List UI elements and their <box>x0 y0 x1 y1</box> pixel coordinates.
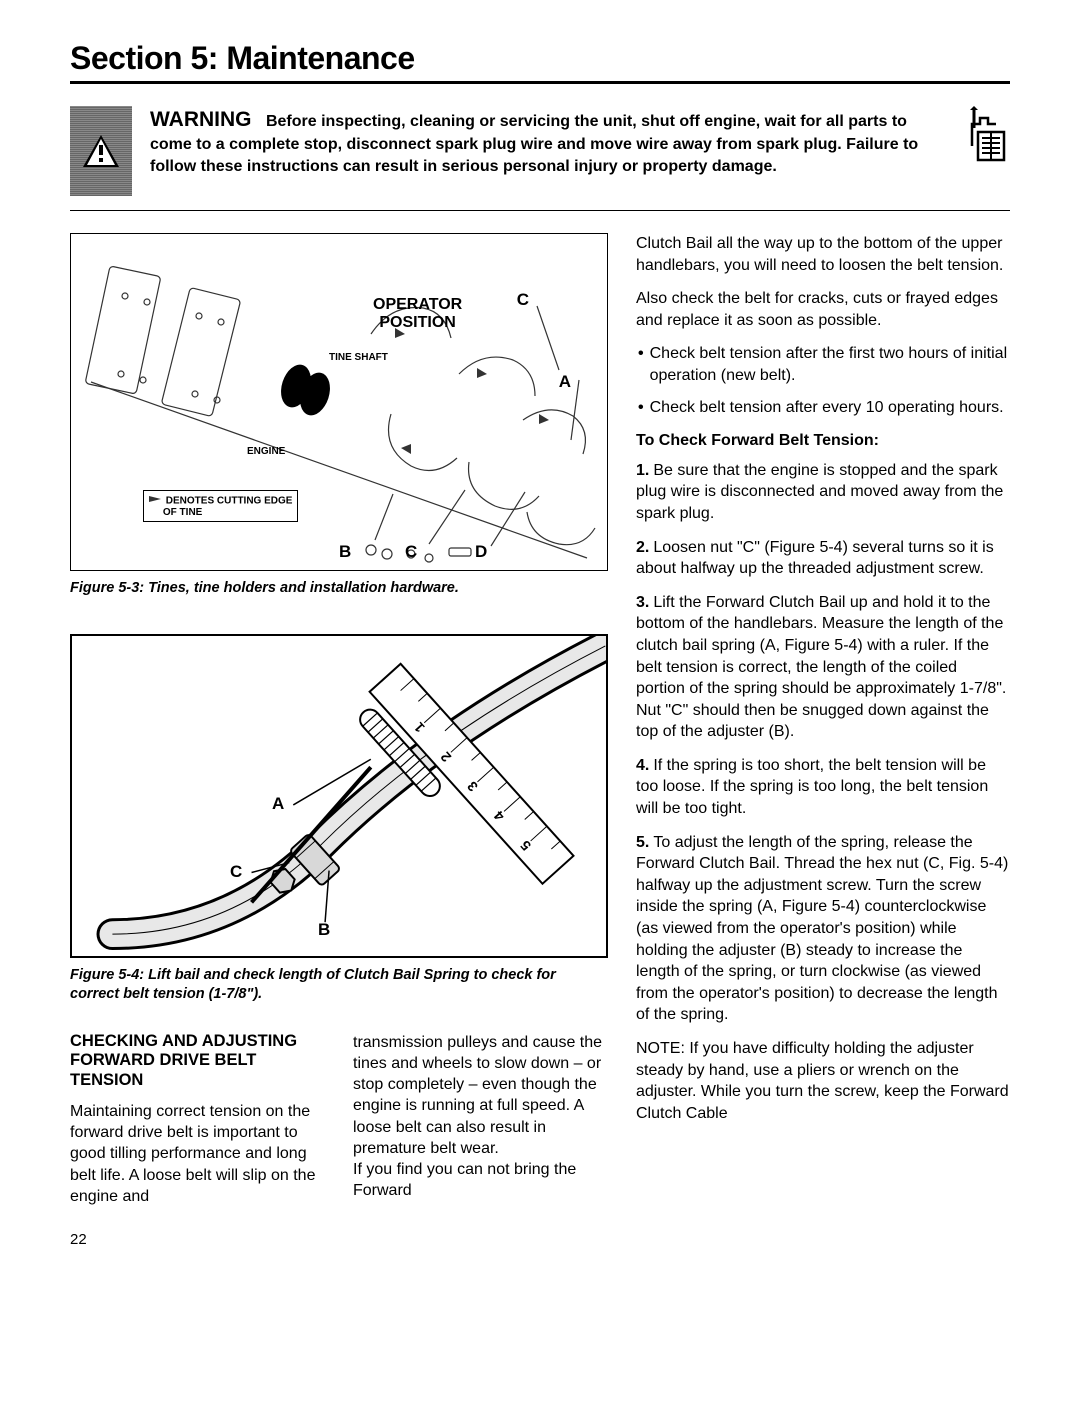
warning-body: Before inspecting, cleaning or servicing… <box>150 113 918 175</box>
bottom-col1-text: Maintaining correct tension on the forwa… <box>70 1101 325 1207</box>
warning-label: WARNING <box>150 108 252 131</box>
left-column: OPERATORPOSITION TINE SHAFT ENGINE DENOT… <box>70 233 608 1207</box>
label-A-54: A <box>272 794 284 814</box>
right-p2: Also check the belt for cracks, cuts or … <box>636 288 1010 331</box>
figure-5-3: OPERATORPOSITION TINE SHAFT ENGINE DENOT… <box>70 233 608 571</box>
right-note: NOTE: If you have difficulty holding the… <box>636 1038 1010 1124</box>
label-engine: ENGINE <box>247 446 285 457</box>
bullet-1: Check belt tension after the first two h… <box>638 343 1010 386</box>
label-A: A <box>559 372 571 392</box>
label-C-top: C <box>517 290 529 310</box>
label-operator-position: OPERATORPOSITION <box>373 296 462 333</box>
label-tine-shaft: TINE SHAFT <box>329 352 388 363</box>
bottom-col-2: transmission pulleys and cause the tines… <box>353 1032 608 1208</box>
figure-5-3-caption: Figure 5-3: Tines, tine holders and inst… <box>70 579 608 598</box>
section-title: Section 5: Maintenance <box>70 40 1010 84</box>
right-p1: Clutch Bail all the way up to the bottom… <box>636 233 1010 276</box>
step-4: 4.If the spring is too short, the belt t… <box>636 755 1010 820</box>
figure-5-4: 1 2 3 4 5 <box>70 634 608 958</box>
warning-text: WARNING Before inspecting, cleaning or s… <box>150 106 940 178</box>
content-area: OPERATORPOSITION TINE SHAFT ENGINE DENOT… <box>70 233 1010 1207</box>
figure-5-4-caption: Figure 5-4: Lift bail and check length o… <box>70 966 608 1004</box>
bottom-col-1: CHECKING AND ADJUSTING FORWARD DRIVE BEL… <box>70 1032 325 1208</box>
warning-box: WARNING Before inspecting, cleaning or s… <box>70 106 1010 211</box>
manual-icon <box>958 106 1010 164</box>
label-C-bottom: C <box>405 542 417 562</box>
page-number: 22 <box>70 1231 1010 1248</box>
label-D: D <box>475 542 487 562</box>
step-2: 2.Loosen nut "C" (Figure 5-4) several tu… <box>636 537 1010 580</box>
bullet-2: Check belt tension after every 10 operat… <box>638 397 1010 419</box>
legend-cutting-edge: DENOTES CUTTING EDGE OF TINE <box>143 490 298 522</box>
label-C-54: C <box>230 862 242 882</box>
step-5: 5.To adjust the length of the spring, re… <box>636 832 1010 1026</box>
step-3: 3.Lift the Forward Clutch Bail up and ho… <box>636 592 1010 743</box>
bottom-heading: CHECKING AND ADJUSTING FORWARD DRIVE BEL… <box>70 1032 325 1091</box>
right-column: Clutch Bail all the way up to the bottom… <box>636 233 1010 1207</box>
warning-triangle-icon <box>81 133 121 169</box>
subhead-check-tension: To Check Forward Belt Tension: <box>636 430 1010 452</box>
bottom-columns: CHECKING AND ADJUSTING FORWARD DRIVE BEL… <box>70 1032 608 1208</box>
label-B: B <box>339 542 351 562</box>
warning-icon-box <box>70 106 132 196</box>
bottom-col2-text-b: If you find you can not bring the Forwar… <box>353 1159 608 1202</box>
step-1: 1.Be sure that the engine is stopped and… <box>636 460 1010 525</box>
label-B-54: B <box>318 920 330 940</box>
bottom-col2-text-a: transmission pulleys and cause the tines… <box>353 1032 608 1160</box>
